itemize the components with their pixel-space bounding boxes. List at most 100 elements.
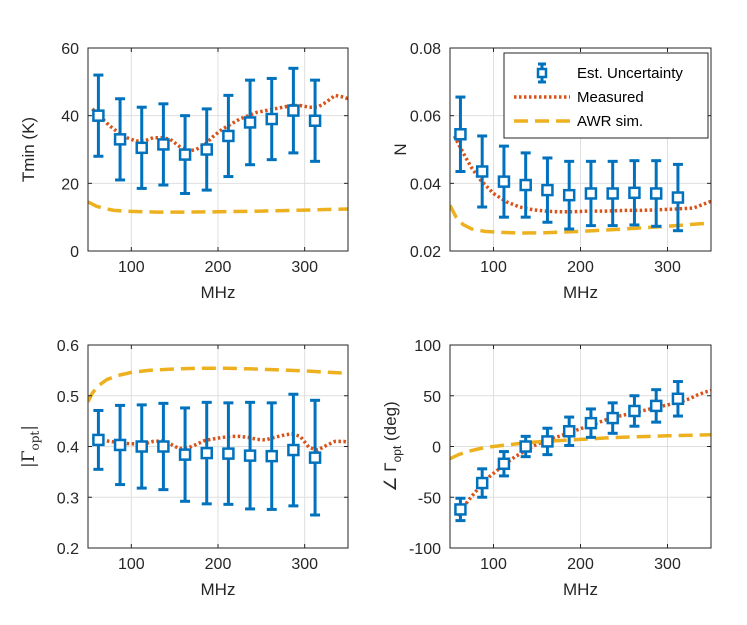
- x-tick-label: 100: [118, 259, 145, 276]
- data-marker: [157, 138, 170, 151]
- data-marker: [454, 503, 467, 516]
- chart-panel-4: 100 200 300 -100 -50 0 50 100 MHz ∠ Γopt (deg): [381, 338, 712, 599]
- data-marker: [562, 188, 576, 202]
- errorbar-point: [584, 407, 598, 439]
- data-marker: [308, 451, 322, 464]
- errorbar-point: [519, 151, 532, 219]
- y-tick-label: 40: [61, 109, 79, 126]
- errorbar-point: [243, 400, 257, 511]
- errorbar-point: [475, 467, 489, 499]
- data-marker: [606, 411, 619, 425]
- x-axis-label: MHz: [563, 283, 598, 302]
- y-tick-label: 0.3: [57, 490, 79, 507]
- data-marker: [222, 129, 235, 143]
- legend-entry: Est. Uncertainty: [577, 65, 683, 82]
- errorbar-point: [113, 403, 127, 487]
- legend-entry: Measured: [577, 89, 644, 106]
- errorbar-point: [92, 73, 105, 158]
- legend-marker-icon: [536, 67, 548, 79]
- awr-sim-line: [88, 366, 348, 403]
- data-marker: [265, 112, 278, 126]
- data-marker: [497, 175, 511, 188]
- x-tick-label: 300: [654, 556, 681, 573]
- x-tick-label: 300: [291, 556, 318, 573]
- data-marker: [519, 178, 532, 192]
- y-tick-label: -100: [409, 541, 441, 558]
- errorbar-point: [454, 95, 467, 173]
- x-tick-label: 100: [480, 259, 507, 276]
- chart-panel-2: 100 200 300 0.02 0.04 0.06 0.08 MHz N Est. Uncert…: [391, 41, 712, 302]
- data-marker: [541, 435, 554, 448]
- data-marker: [649, 187, 663, 200]
- y-tick-label: 0.6: [57, 338, 79, 355]
- errorbar-point: [606, 401, 619, 435]
- errorbar-point: [649, 388, 663, 424]
- data-marker: [475, 165, 489, 178]
- data-marker: [157, 440, 170, 453]
- errorbar-point: [113, 97, 127, 182]
- data-marker: [475, 476, 489, 490]
- awr-sim-line: [88, 200, 348, 214]
- y-axis-label: N: [391, 143, 410, 155]
- errorbar-point: [287, 392, 300, 508]
- errorbar-point: [243, 78, 257, 167]
- data-marker: [113, 438, 127, 452]
- errorbar-point: [562, 159, 576, 231]
- data-marker: [584, 416, 598, 430]
- errorbar-point: [541, 426, 554, 457]
- errorbar-point: [628, 159, 641, 227]
- legend-entry: AWR sim.: [577, 113, 643, 130]
- data-marker: [671, 191, 685, 204]
- errorbar-point: [454, 496, 467, 523]
- y-tick-label: 0.2: [57, 541, 79, 558]
- errorbar-point: [178, 114, 192, 195]
- errorbar-point: [265, 76, 278, 162]
- errorbar-point: [606, 159, 619, 228]
- errorbar-point: [497, 450, 511, 478]
- errorbar-point: [628, 394, 641, 428]
- x-axis-label: MHz: [201, 283, 236, 302]
- data-marker: [135, 141, 148, 155]
- y-tick-label: 50: [423, 389, 441, 406]
- errorbar-point: [157, 401, 170, 492]
- x-tick-label: 100: [480, 556, 507, 573]
- data-marker: [200, 446, 213, 460]
- errorbar-point: [222, 93, 235, 179]
- data-marker: [628, 404, 641, 418]
- errorbar-point: [200, 400, 213, 506]
- data-marker: [541, 183, 554, 197]
- errorbar-point: [135, 403, 148, 490]
- data-marker: [649, 399, 663, 413]
- data-marker: [243, 116, 257, 129]
- data-marker: [287, 443, 300, 457]
- y-tick-label: 0.08: [410, 41, 441, 58]
- y-axis-label: Tmin (K): [19, 117, 38, 182]
- y-tick-label: 0: [70, 244, 79, 261]
- y-tick-label: 0.4: [57, 440, 79, 457]
- data-marker: [92, 109, 105, 122]
- x-tick-label: 200: [205, 556, 232, 573]
- data-marker: [178, 148, 192, 161]
- x-tick-label: 100: [118, 556, 145, 573]
- errorbar-point: [222, 401, 235, 506]
- errorbar-point: [308, 398, 322, 517]
- data-marker: [671, 392, 685, 406]
- data-marker: [243, 449, 257, 462]
- y-tick-label: 60: [61, 41, 79, 58]
- x-tick-label: 300: [291, 259, 318, 276]
- errorbar-point: [178, 406, 192, 503]
- data-marker: [287, 104, 300, 117]
- errorbar-point: [584, 159, 598, 228]
- y-tick-label: 100: [414, 338, 441, 355]
- y-axis-label: ∠ Γopt (deg): [381, 401, 404, 491]
- errorbar-point: [541, 156, 554, 224]
- x-tick-label: 300: [654, 259, 681, 276]
- data-marker: [606, 187, 619, 200]
- errorbar-point: [135, 105, 148, 190]
- data-marker: [200, 143, 213, 156]
- x-axis-label: MHz: [563, 580, 598, 599]
- errorbar-point: [497, 144, 511, 219]
- errorbar-point: [92, 408, 105, 471]
- y-tick-label: 0: [432, 440, 441, 457]
